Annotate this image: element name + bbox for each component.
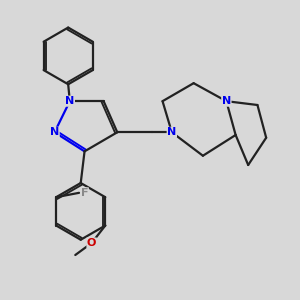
Text: O: O <box>87 238 96 248</box>
Text: N: N <box>65 96 74 106</box>
Text: N: N <box>50 127 59 137</box>
Text: N: N <box>222 96 231 106</box>
Text: F: F <box>81 188 88 198</box>
Text: N: N <box>167 127 176 137</box>
